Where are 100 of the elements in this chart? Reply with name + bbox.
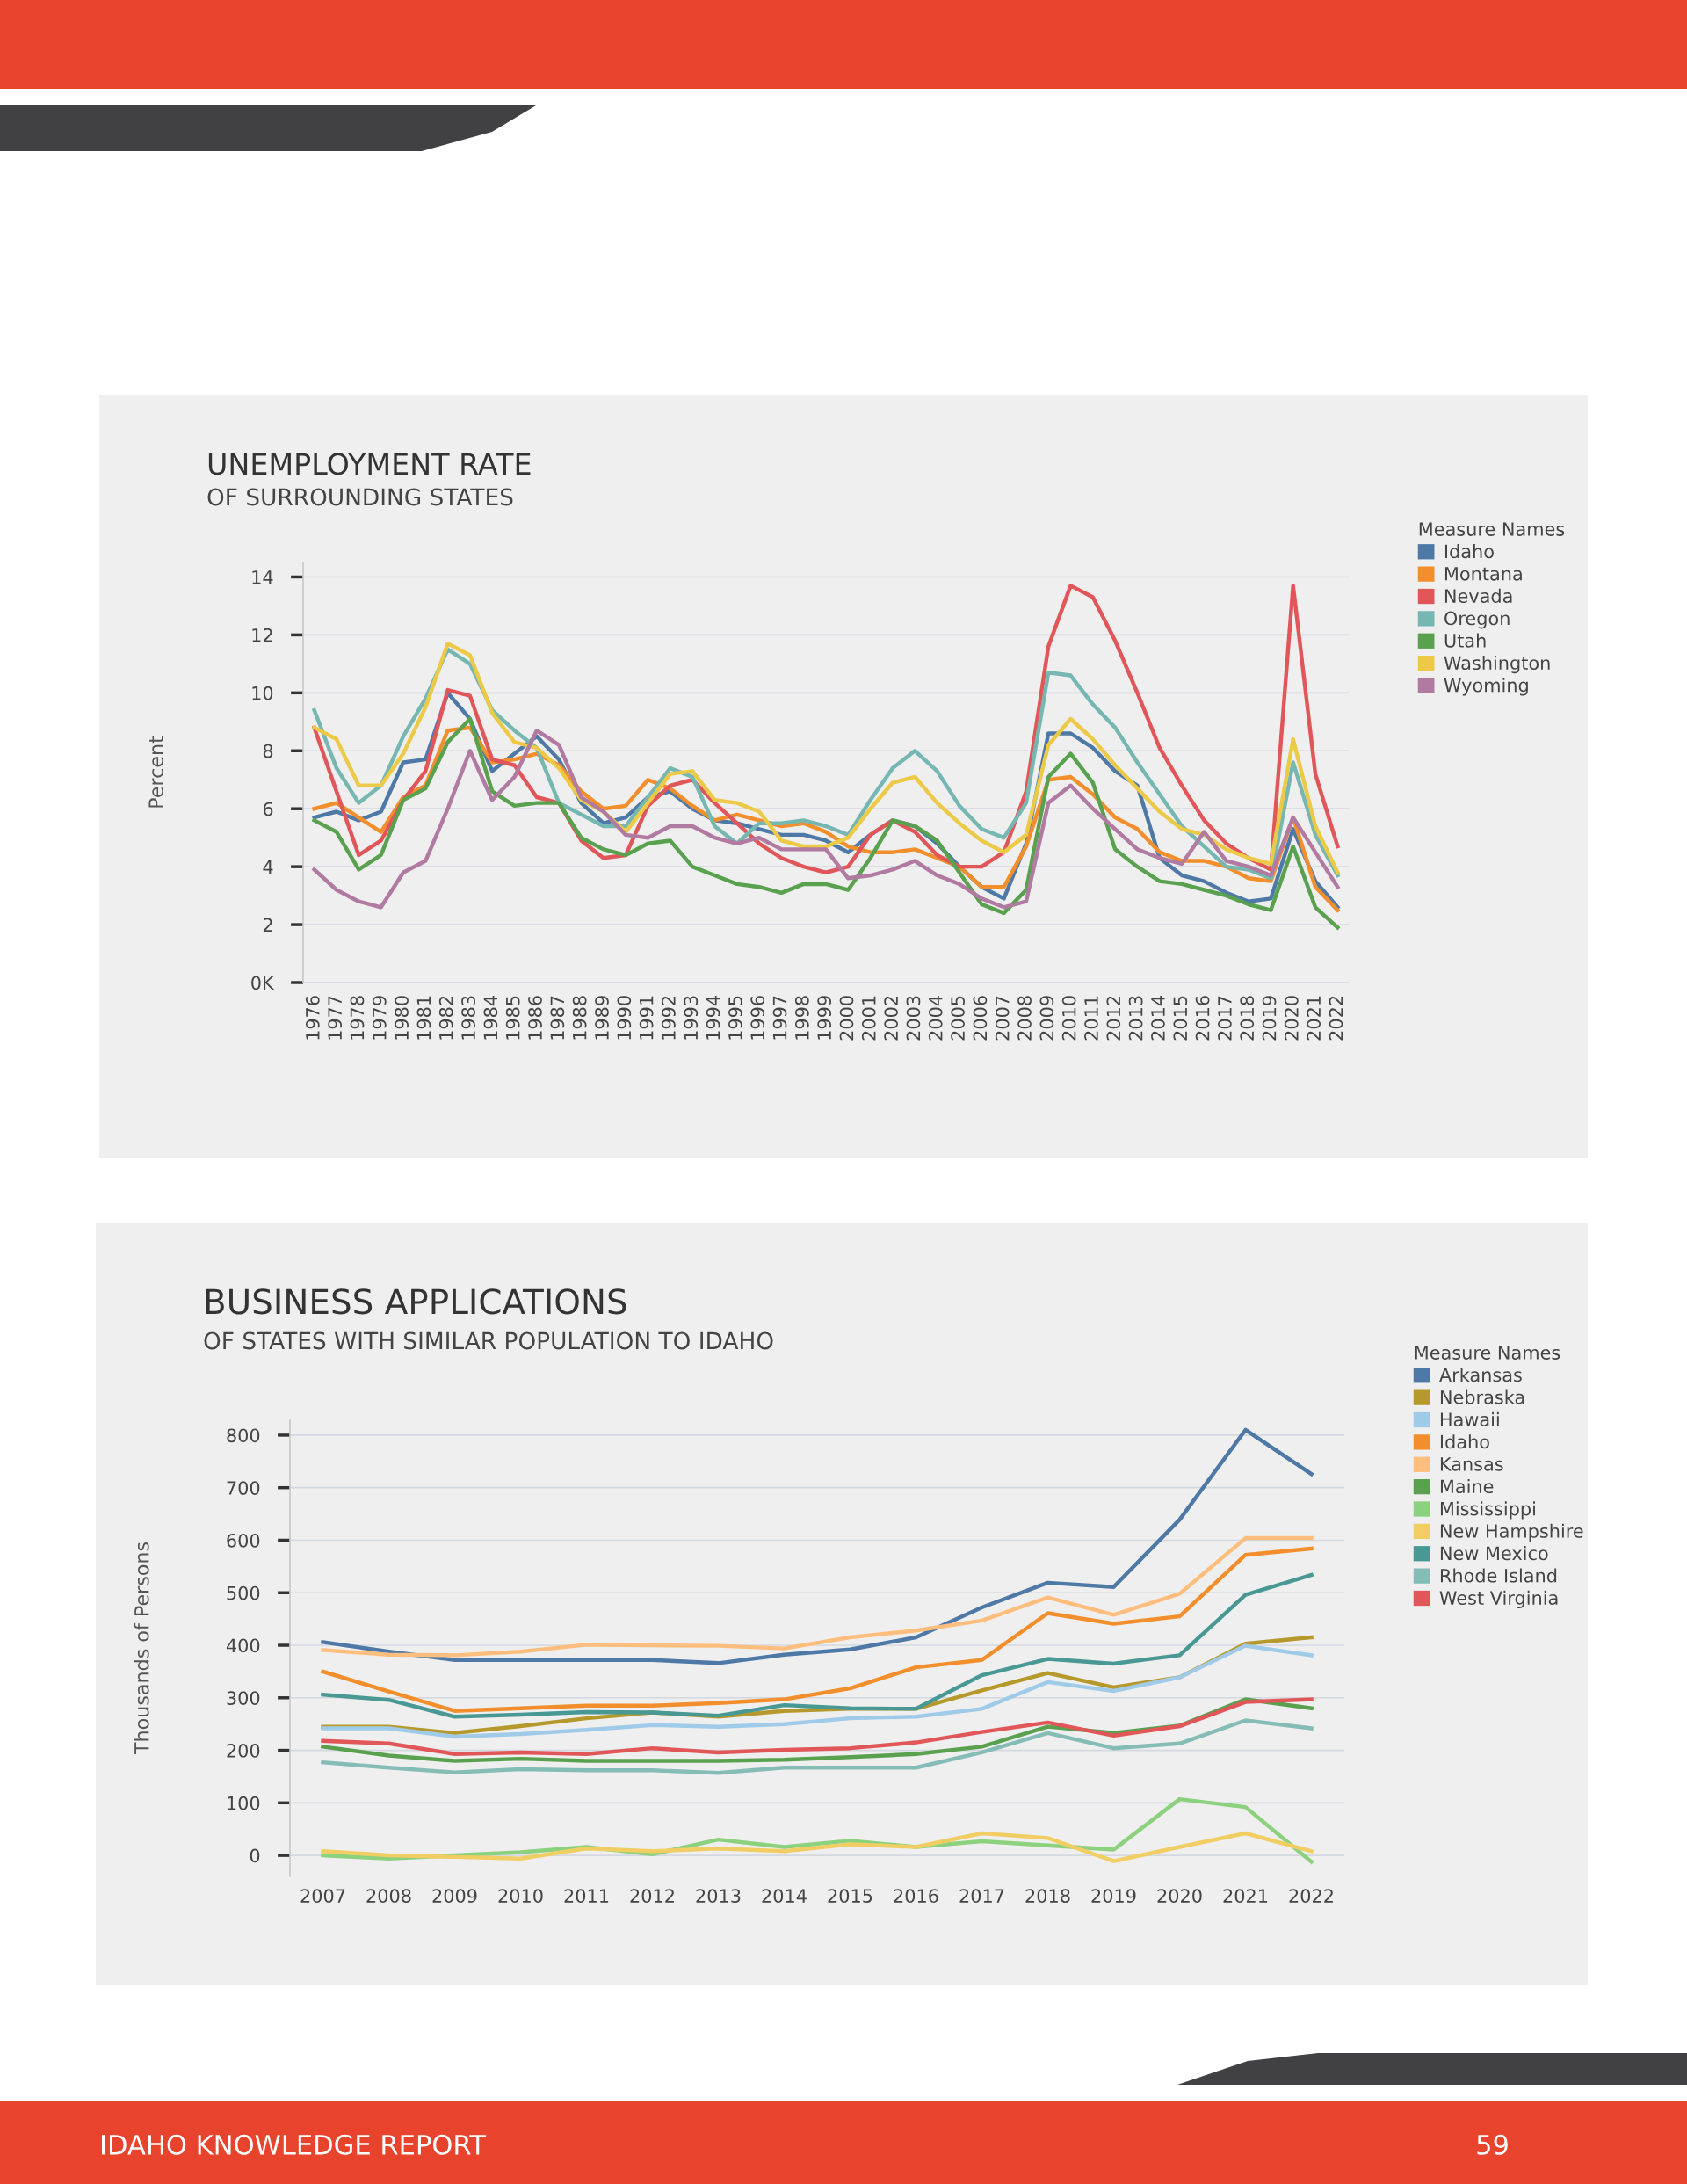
y-axis-title: Percent xyxy=(148,736,163,808)
legend-label: Mississippi xyxy=(1440,1501,1535,1520)
x-tick-label: 2019 xyxy=(1262,996,1277,1041)
x-tick-label: 1991 xyxy=(639,996,654,1040)
x-tick-label: 2000 xyxy=(839,996,854,1041)
x-tick-label: 1999 xyxy=(817,996,832,1040)
y-tick-label: 6 xyxy=(263,802,273,816)
x-tick-label: 2015 xyxy=(828,1889,872,1904)
x-tick-label: 2015 xyxy=(1173,996,1188,1041)
y-tick-label: 0 xyxy=(250,1848,260,1863)
x-tick-label: 2007 xyxy=(995,996,1010,1041)
legend-label: Montana xyxy=(1444,567,1522,581)
x-tick-label: 1987 xyxy=(550,996,565,1040)
x-tick-label: 2014 xyxy=(762,1889,807,1904)
y-tick-label: 2 xyxy=(263,918,272,932)
text: 59 xyxy=(1477,2134,1508,2155)
x-tick-label: 1995 xyxy=(728,996,742,1040)
x-tick-label: 1997 xyxy=(772,996,787,1040)
y-tick-label: 0K xyxy=(251,976,275,990)
x-tick-label: 2020 xyxy=(1157,1889,1202,1904)
y-tick-label: 400 xyxy=(226,1638,260,1653)
x-tick-label: 2006 xyxy=(973,996,988,1041)
x-tick-label: 1982 xyxy=(438,996,453,1040)
legend-label: Utah xyxy=(1444,633,1486,648)
y-tick-label: 300 xyxy=(227,1691,260,1705)
x-tick-label: 2014 xyxy=(1151,996,1165,1041)
x-tick-label: 1978 xyxy=(350,996,365,1040)
legend-label: New Mexico xyxy=(1440,1546,1548,1561)
x-tick-label: 2012 xyxy=(630,1889,674,1904)
x-tick-label: 2008 xyxy=(366,1889,411,1904)
legend-label: Kansas xyxy=(1440,1457,1503,1471)
x-tick-label: 2013 xyxy=(696,1889,741,1904)
x-tick-label: 2005 xyxy=(951,996,965,1041)
x-tick-label: 2002 xyxy=(884,996,898,1041)
y-tick-label: 12 xyxy=(252,628,272,642)
x-tick-label: 2011 xyxy=(1084,996,1098,1041)
x-tick-label: 2009 xyxy=(1039,996,1054,1041)
x-tick-label: 2017 xyxy=(1218,996,1232,1041)
legend-label: Hawaii xyxy=(1440,1411,1499,1426)
x-tick-label: 1986 xyxy=(528,996,542,1040)
x-tick-label: 1984 xyxy=(483,996,498,1040)
x-tick-label: 1981 xyxy=(416,996,431,1040)
x-tick-label: 2018 xyxy=(1025,1889,1070,1904)
x-tick-label: 1988 xyxy=(572,996,587,1040)
legend-label: Oregon xyxy=(1444,611,1510,629)
legend-label: Washington xyxy=(1444,656,1550,674)
x-tick-label: 2010 xyxy=(1061,996,1076,1041)
y-tick-label: 500 xyxy=(227,1585,260,1600)
y-tick-label: 700 xyxy=(227,1481,260,1495)
x-tick-label: 1992 xyxy=(662,996,676,1040)
y-axis-title: Thousands of Persons xyxy=(134,1542,149,1755)
x-tick-label: 1989 xyxy=(595,996,609,1040)
x-tick-label: 1983 xyxy=(461,996,475,1040)
x-tick-label: 2018 xyxy=(1240,996,1255,1041)
legend-label: Idaho xyxy=(1444,544,1494,559)
x-tick-label: 2021 xyxy=(1223,1889,1268,1904)
x-tick-label: 2008 xyxy=(1017,996,1032,1041)
chart-title: UNEMPLOYMENT RATE xyxy=(208,453,531,475)
x-tick-label: 1980 xyxy=(395,996,409,1040)
legend-label: Maine xyxy=(1440,1479,1494,1494)
line-series xyxy=(321,1427,1314,1665)
legend-label: West Virginia xyxy=(1439,1590,1558,1609)
line-series xyxy=(321,1831,1314,1863)
y-tick-label: 14 xyxy=(252,570,273,584)
text: IDAHO KNOWLEDGE REPORT xyxy=(102,2134,487,2155)
x-tick-label: 2003 xyxy=(906,996,921,1041)
x-tick-label: 1985 xyxy=(505,996,520,1040)
legend-label: Idaho xyxy=(1440,1434,1489,1449)
x-tick-label: 2011 xyxy=(564,1889,609,1904)
x-tick-label: 2016 xyxy=(1195,996,1210,1041)
x-tick-label: 2019 xyxy=(1091,1889,1136,1904)
line-series xyxy=(321,1546,1314,1713)
x-tick-label: 2020 xyxy=(1284,996,1299,1041)
x-tick-label: 2013 xyxy=(1128,996,1143,1041)
legend-label: Nebraska xyxy=(1440,1389,1524,1404)
y-tick-label: 8 xyxy=(263,744,273,758)
x-tick-label: 1993 xyxy=(684,996,699,1040)
x-tick-label: 2022 xyxy=(1289,1889,1333,1904)
y-tick-label: 10 xyxy=(252,686,273,700)
legend-label: Arkansas xyxy=(1439,1368,1522,1382)
legend-label: New Hampshire xyxy=(1440,1523,1583,1542)
x-tick-label: 2021 xyxy=(1307,996,1321,1041)
x-tick-label: 1976 xyxy=(305,996,320,1040)
chart-title: BUSINESS APPLICATIONS xyxy=(206,1288,626,1315)
x-tick-label: 2007 xyxy=(300,1889,345,1904)
legend-label: Rhode Island xyxy=(1440,1568,1557,1583)
x-tick-label: 1998 xyxy=(794,996,809,1040)
x-tick-label: 1994 xyxy=(706,996,720,1040)
legend-label: Nevada xyxy=(1444,588,1512,603)
x-tick-label: 1996 xyxy=(750,996,765,1040)
x-tick-label: 2001 xyxy=(861,996,876,1041)
line-series xyxy=(321,1572,1314,1719)
chart-subtitle: OF SURROUNDING STATES xyxy=(207,488,513,506)
x-tick-label: 1990 xyxy=(617,996,632,1040)
y-tick-label: 200 xyxy=(227,1744,260,1758)
line-series xyxy=(321,1535,1314,1658)
x-tick-label: 1977 xyxy=(328,996,343,1040)
x-tick-label: 2004 xyxy=(928,996,943,1041)
chart-subtitle: OF STATES WITH SIMILAR POPULATION TO IDAHO xyxy=(204,1331,773,1350)
legend-title: Measure Names xyxy=(1419,522,1565,536)
